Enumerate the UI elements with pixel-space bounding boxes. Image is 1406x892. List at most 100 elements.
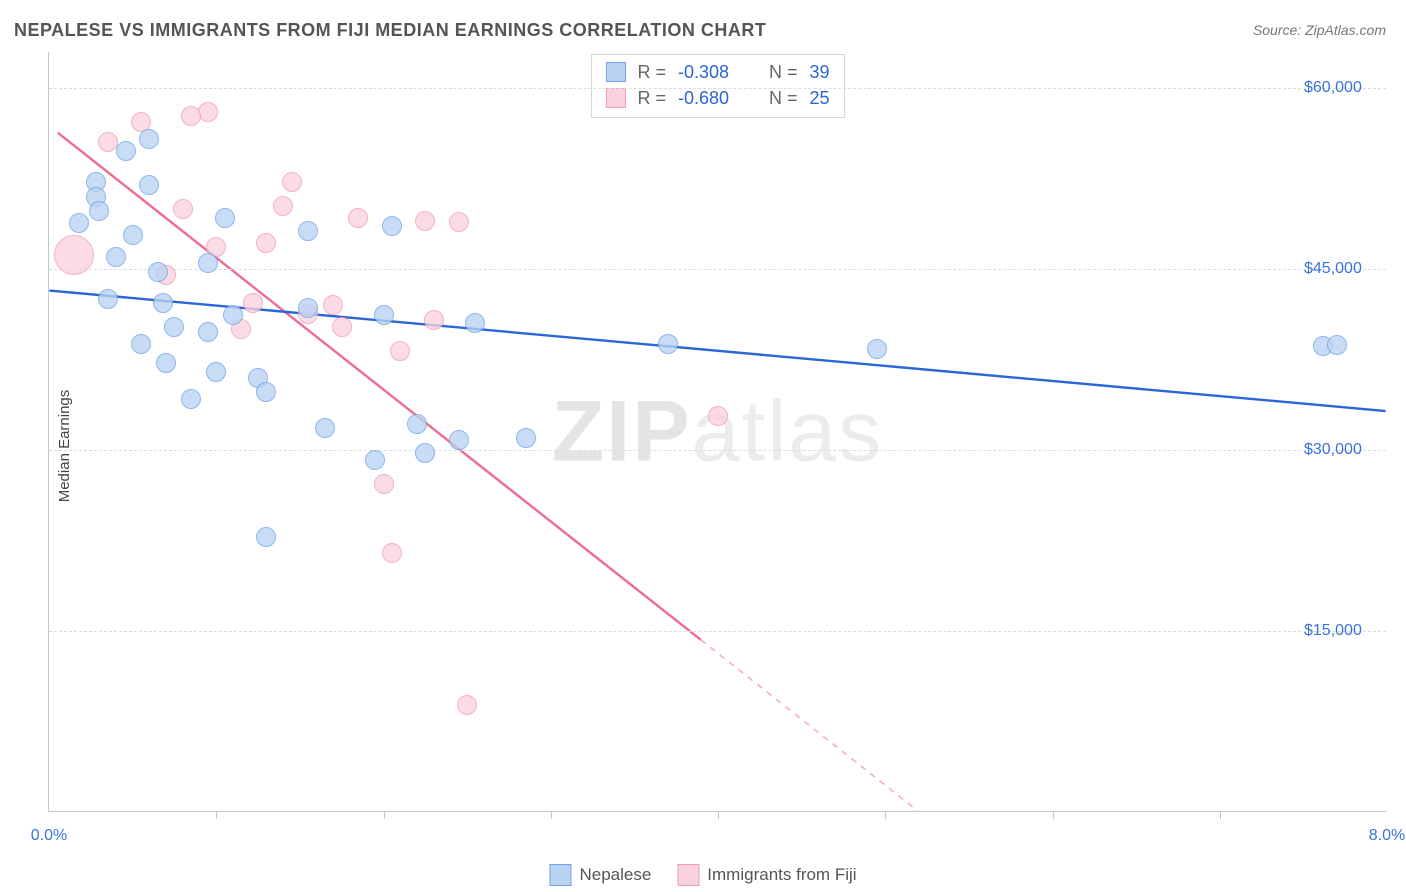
data-point-pink bbox=[449, 212, 469, 232]
gridline bbox=[49, 450, 1386, 451]
data-point-blue bbox=[181, 389, 201, 409]
x-tick bbox=[551, 811, 552, 819]
data-point-pink bbox=[708, 406, 728, 426]
data-point-blue bbox=[153, 293, 173, 313]
corr-swatch-blue bbox=[605, 62, 625, 82]
trend-lines bbox=[49, 52, 1386, 811]
data-point-blue bbox=[382, 216, 402, 236]
data-point-pink bbox=[374, 474, 394, 494]
legend-label-pink: Immigrants from Fiji bbox=[707, 865, 856, 885]
x-tick-label: 8.0% bbox=[1369, 827, 1405, 845]
data-point-pink bbox=[348, 208, 368, 228]
gridline bbox=[49, 88, 1386, 89]
data-point-blue bbox=[148, 262, 168, 282]
x-tick bbox=[1220, 811, 1221, 819]
data-point-blue bbox=[198, 322, 218, 342]
source-name: ZipAtlas.com bbox=[1305, 22, 1386, 38]
data-point-blue bbox=[123, 225, 143, 245]
data-point-blue bbox=[223, 305, 243, 325]
data-point-blue bbox=[415, 443, 435, 463]
legend-swatch-pink bbox=[677, 864, 699, 886]
source-credit: Source: ZipAtlas.com bbox=[1253, 22, 1386, 38]
data-point-pink bbox=[415, 211, 435, 231]
corr-n-label-pink: N = bbox=[769, 88, 798, 109]
corr-n-label-blue: N = bbox=[769, 62, 798, 83]
data-point-blue bbox=[164, 317, 184, 337]
data-point-pink bbox=[243, 293, 263, 313]
legend-swatch-blue bbox=[549, 864, 571, 886]
corr-swatch-pink bbox=[605, 88, 625, 108]
data-point-blue bbox=[407, 414, 427, 434]
data-point-pink bbox=[54, 235, 94, 275]
data-point-pink bbox=[98, 132, 118, 152]
data-point-pink bbox=[424, 310, 444, 330]
y-tick-label: $45,000 bbox=[1304, 260, 1374, 278]
chart-title: NEPALESE VS IMMIGRANTS FROM FIJI MEDIAN … bbox=[14, 20, 766, 41]
data-point-blue bbox=[465, 313, 485, 333]
data-point-blue bbox=[298, 221, 318, 241]
data-point-pink bbox=[273, 196, 293, 216]
data-point-blue bbox=[98, 289, 118, 309]
data-point-blue bbox=[131, 334, 151, 354]
watermark-zip: ZIP bbox=[552, 383, 692, 479]
data-point-pink bbox=[390, 341, 410, 361]
data-point-blue bbox=[139, 129, 159, 149]
data-point-blue bbox=[658, 334, 678, 354]
data-point-pink bbox=[181, 106, 201, 126]
data-point-pink bbox=[323, 295, 343, 315]
x-tick bbox=[1053, 811, 1054, 819]
corr-r-label-blue: R = bbox=[637, 62, 666, 83]
x-tick bbox=[718, 811, 719, 819]
corr-n-value-pink: 25 bbox=[810, 88, 830, 109]
data-point-blue bbox=[315, 418, 335, 438]
watermark-atlas: atlas bbox=[692, 383, 884, 479]
data-point-blue bbox=[374, 305, 394, 325]
data-point-pink bbox=[332, 317, 352, 337]
data-point-blue bbox=[516, 428, 536, 448]
data-point-blue bbox=[89, 201, 109, 221]
watermark: ZIPatlas bbox=[552, 382, 883, 481]
data-point-blue bbox=[206, 362, 226, 382]
data-point-blue bbox=[116, 141, 136, 161]
y-tick-label: $30,000 bbox=[1304, 441, 1374, 459]
data-point-blue bbox=[106, 247, 126, 267]
corr-n-value-blue: 39 bbox=[810, 62, 830, 83]
data-point-blue bbox=[867, 339, 887, 359]
data-point-pink bbox=[457, 695, 477, 715]
x-tick bbox=[384, 811, 385, 819]
data-point-pink bbox=[382, 543, 402, 563]
y-tick-label: $15,000 bbox=[1304, 622, 1374, 640]
legend-label-blue: Nepalese bbox=[579, 865, 651, 885]
data-point-blue bbox=[256, 382, 276, 402]
x-tick bbox=[216, 811, 217, 819]
corr-r-value-blue: -0.308 bbox=[678, 62, 729, 83]
data-point-blue bbox=[298, 298, 318, 318]
legend-item-pink: Immigrants from Fiji bbox=[677, 864, 856, 886]
data-point-blue bbox=[256, 527, 276, 547]
legend-item-blue: Nepalese bbox=[549, 864, 651, 886]
corr-r-label-pink: R = bbox=[637, 88, 666, 109]
y-tick-label: $60,000 bbox=[1304, 79, 1374, 97]
data-point-blue bbox=[198, 253, 218, 273]
data-point-blue bbox=[139, 175, 159, 195]
x-tick-label: 0.0% bbox=[31, 827, 67, 845]
corr-row-blue: R = -0.308 N = 39 bbox=[605, 59, 829, 85]
data-point-pink bbox=[198, 102, 218, 122]
x-tick bbox=[885, 811, 886, 819]
gridline bbox=[49, 631, 1386, 632]
data-point-pink bbox=[256, 233, 276, 253]
plot-area: ZIPatlas R = -0.308 N = 39 R = -0.680 N … bbox=[48, 52, 1386, 812]
source-prefix: Source: bbox=[1253, 22, 1305, 38]
data-point-blue bbox=[156, 353, 176, 373]
corr-r-value-pink: -0.680 bbox=[678, 88, 729, 109]
data-point-pink bbox=[282, 172, 302, 192]
correlation-box: R = -0.308 N = 39 R = -0.680 N = 25 bbox=[590, 54, 844, 118]
legend: Nepalese Immigrants from Fiji bbox=[549, 864, 856, 886]
data-point-blue bbox=[1327, 335, 1347, 355]
data-point-blue bbox=[215, 208, 235, 228]
data-point-blue bbox=[69, 213, 89, 233]
data-point-blue bbox=[449, 430, 469, 450]
data-point-blue bbox=[365, 450, 385, 470]
gridline bbox=[49, 269, 1386, 270]
data-point-pink bbox=[173, 199, 193, 219]
